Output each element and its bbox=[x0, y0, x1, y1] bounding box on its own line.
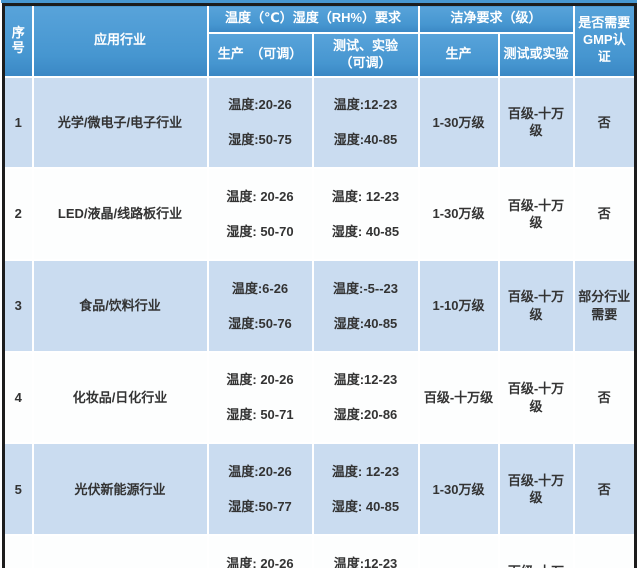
test-conditions-cell: 温度:-5--23 湿度:40-85 bbox=[311, 258, 420, 353]
table-header: 序 号 应用行业 温度（℃）湿度（RH%）要求 洁净要求（级） 是否需要 GMP… bbox=[2, 3, 637, 78]
test-temp: 温度: 12-23 bbox=[331, 188, 400, 204]
prod-conditions-cell: 温度: 20-26 湿度: 50-70 bbox=[206, 167, 314, 261]
test-conditions-cell: 温度:12-23 湿度:40-85 bbox=[311, 75, 420, 170]
test-temp: 温度:12-23 bbox=[333, 555, 398, 568]
prod-conditions-cell: 温度:6-26 湿度:50-76 bbox=[206, 258, 314, 353]
test-temp: 温度:-5--23 bbox=[333, 280, 399, 296]
clean-test-cell: 百级-十万级 bbox=[497, 350, 575, 445]
test-humidity: 湿度: 40-85 bbox=[331, 223, 400, 239]
table-row: 1 光学/微电子/电子行业 温度:20-26 湿度:50-75 温度:12-23… bbox=[2, 75, 637, 170]
prod-humidity: 湿度:50-77 bbox=[228, 499, 292, 515]
seq-cell: 4 bbox=[2, 350, 34, 445]
test-temp: 温度:12-23 bbox=[333, 97, 398, 113]
gmp-cell: 部分行业需要 bbox=[572, 258, 637, 353]
prod-humidity: 湿度:50-76 bbox=[228, 315, 292, 331]
clean-production-cell: 1-30万级 bbox=[417, 75, 500, 170]
prod-temp: 温度:6-26 bbox=[231, 280, 289, 296]
industry-cell: 汽车/航空/精密加行业 bbox=[31, 534, 209, 568]
gmp-cell: 否 bbox=[572, 167, 637, 261]
prod-conditions-cell: 温度: 20-26 湿度: 50-72 bbox=[206, 534, 314, 568]
industry-cell: 光伏新能源行业 bbox=[31, 442, 209, 537]
header-row-subcolumns: 生产 （可调） 测试、实验 （可调） 生产 测试或实验 bbox=[4, 31, 636, 78]
prod-conditions-cell: 温度: 20-26 湿度: 50-71 bbox=[206, 350, 314, 445]
prod-humidity: 湿度: 50-70 bbox=[226, 223, 294, 239]
top-edge-strip bbox=[1, 0, 637, 3]
test-conditions-cell: 温度:12-23 湿度:40-85 bbox=[311, 534, 420, 568]
table-row: 4 化妆品/日化行业 温度: 20-26 湿度: 50-71 温度:12-23 … bbox=[2, 350, 637, 445]
prod-conditions-cell: 温度:20-26 湿度:50-77 bbox=[206, 442, 314, 537]
clean-test-cell: 百级-十万级 bbox=[497, 167, 575, 261]
prod-temp: 温度:20-26 bbox=[228, 97, 292, 113]
header-test-adjustable: 测试、实验 （可调） bbox=[311, 31, 420, 78]
clean-test-cell: 百级-十万级 bbox=[497, 258, 575, 353]
table-row: 3 食品/饮料行业 温度:6-26 湿度:50-76 温度:-5--23 湿度:… bbox=[2, 258, 637, 353]
header-row-groups: 序 号 应用行业 温度（℃）湿度（RH%）要求 洁净要求（级） 是否需要 GMP… bbox=[2, 3, 637, 78]
table-body: 1 光学/微电子/电子行业 温度:20-26 湿度:50-75 温度:12-23… bbox=[2, 75, 637, 568]
test-humidity: 湿度:40-85 bbox=[333, 132, 398, 148]
header-clean-production: 生产 bbox=[417, 31, 500, 78]
prod-temp: 温度: 20-26 bbox=[226, 372, 294, 388]
header-cleanliness-group: 洁净要求（级） bbox=[417, 3, 575, 34]
industry-cell: LED/液晶/线路板行业 bbox=[31, 167, 209, 261]
prod-humidity: 湿度:50-75 bbox=[228, 132, 292, 148]
test-humidity: 湿度: 40-85 bbox=[331, 499, 400, 515]
test-conditions-cell: 温度: 12-23 湿度: 40-85 bbox=[311, 167, 420, 261]
seq-cell: 3 bbox=[2, 258, 34, 353]
header-production-adjustable: 生产 （可调） bbox=[206, 31, 314, 78]
prod-temp: 温度: 20-26 bbox=[226, 555, 294, 568]
gmp-cell: 否 bbox=[572, 75, 637, 170]
header-industry: 应用行业 bbox=[31, 3, 209, 78]
test-humidity: 湿度:20-86 bbox=[333, 407, 398, 423]
clean-test-cell: 百级-十万级 bbox=[497, 442, 575, 537]
table-row: 2 LED/液晶/线路板行业 温度: 20-26 湿度: 50-70 温度: 1… bbox=[2, 167, 637, 261]
seq-cell: 6 bbox=[2, 534, 34, 568]
clean-production-cell: 1-10万级 bbox=[417, 258, 500, 353]
industry-cell: 化妆品/日化行业 bbox=[31, 350, 209, 445]
test-temp: 温度: 12-23 bbox=[331, 463, 400, 479]
test-conditions-cell: 温度:12-23 湿度:20-86 bbox=[311, 350, 420, 445]
table-row: 5 光伏新能源行业 温度:20-26 湿度:50-77 温度: 12-23 湿度… bbox=[2, 442, 637, 537]
test-temp: 温度:12-23 bbox=[333, 372, 398, 388]
industry-requirements-table: 序 号 应用行业 温度（℃）湿度（RH%）要求 洁净要求（级） 是否需要 GMP… bbox=[2, 3, 638, 568]
industry-cell: 光学/微电子/电子行业 bbox=[31, 75, 209, 170]
gmp-cell: 否 bbox=[572, 442, 637, 537]
industry-cell: 食品/饮料行业 bbox=[31, 258, 209, 353]
header-seq: 序 号 bbox=[2, 3, 34, 78]
header-gmp: 是否需要 GMP认证 bbox=[572, 3, 637, 78]
seq-cell: 1 bbox=[2, 75, 34, 170]
seq-cell: 2 bbox=[2, 167, 34, 261]
clean-production-cell: 百级-十万级 bbox=[417, 350, 500, 445]
prod-temp: 温度: 20-26 bbox=[226, 188, 294, 204]
clean-production-cell: 1-30万级 bbox=[417, 534, 500, 568]
gmp-cell: 否 bbox=[572, 350, 637, 445]
prod-temp: 温度:20-26 bbox=[228, 463, 292, 479]
header-clean-test: 测试或实验 bbox=[497, 31, 575, 78]
clean-test-cell: 百级-十万级 bbox=[497, 534, 575, 568]
prod-conditions-cell: 温度:20-26 湿度:50-75 bbox=[206, 75, 314, 170]
table-row: 6 汽车/航空/精密加行业 温度: 20-26 湿度: 50-72 温度:12-… bbox=[2, 534, 637, 568]
seq-cell: 5 bbox=[2, 442, 34, 537]
gmp-cell: 否 bbox=[572, 534, 637, 568]
clean-test-cell: 百级-十万级 bbox=[497, 75, 575, 170]
test-humidity: 湿度:40-85 bbox=[333, 315, 398, 331]
test-conditions-cell: 温度: 12-23 湿度: 40-85 bbox=[311, 442, 420, 537]
prod-humidity: 湿度: 50-71 bbox=[226, 407, 294, 423]
clean-production-cell: 1-30万级 bbox=[417, 167, 500, 261]
header-temp-humidity-group: 温度（℃）湿度（RH%）要求 bbox=[206, 3, 420, 34]
clean-production-cell: 1-30万级 bbox=[417, 442, 500, 537]
